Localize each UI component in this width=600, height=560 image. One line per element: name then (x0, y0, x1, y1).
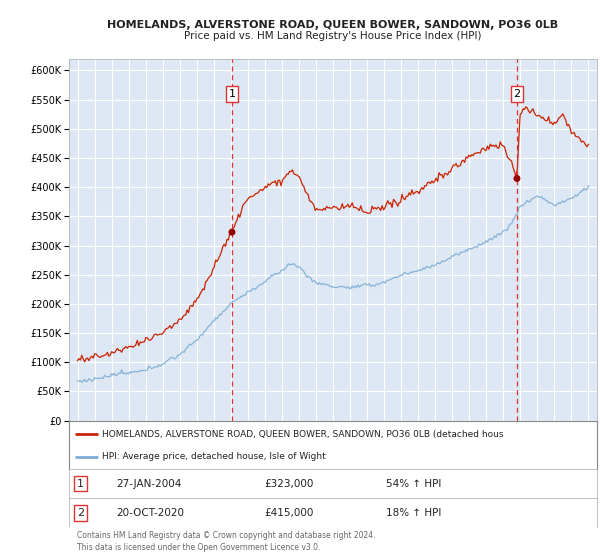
Text: 20-OCT-2020: 20-OCT-2020 (116, 508, 185, 518)
Text: 2: 2 (514, 89, 521, 99)
Text: This data is licensed under the Open Government Licence v3.0.: This data is licensed under the Open Gov… (77, 543, 320, 552)
Text: £415,000: £415,000 (265, 508, 314, 518)
Text: 1: 1 (77, 479, 84, 488)
Text: Contains HM Land Registry data © Crown copyright and database right 2024.: Contains HM Land Registry data © Crown c… (77, 531, 376, 540)
Text: 18% ↑ HPI: 18% ↑ HPI (386, 508, 441, 518)
Text: Price paid vs. HM Land Registry's House Price Index (HPI): Price paid vs. HM Land Registry's House … (184, 31, 482, 41)
Text: HPI: Average price, detached house, Isle of Wight: HPI: Average price, detached house, Isle… (102, 452, 326, 461)
Text: £323,000: £323,000 (265, 479, 314, 488)
Text: 27-JAN-2004: 27-JAN-2004 (116, 479, 182, 488)
Point (227, 228, 237, 237)
Text: HOMELANDS, ALVERSTONE ROAD, QUEEN BOWER, SANDOWN, PO36 0LB: HOMELANDS, ALVERSTONE ROAD, QUEEN BOWER,… (107, 20, 559, 30)
Point (512, 174, 522, 183)
Text: HOMELANDS, ALVERSTONE ROAD, QUEEN BOWER, SANDOWN, PO36 0LB (detached hous: HOMELANDS, ALVERSTONE ROAD, QUEEN BOWER,… (102, 430, 504, 438)
Text: 1: 1 (229, 89, 235, 99)
Text: 2: 2 (77, 508, 84, 518)
Text: 54% ↑ HPI: 54% ↑ HPI (386, 479, 441, 488)
